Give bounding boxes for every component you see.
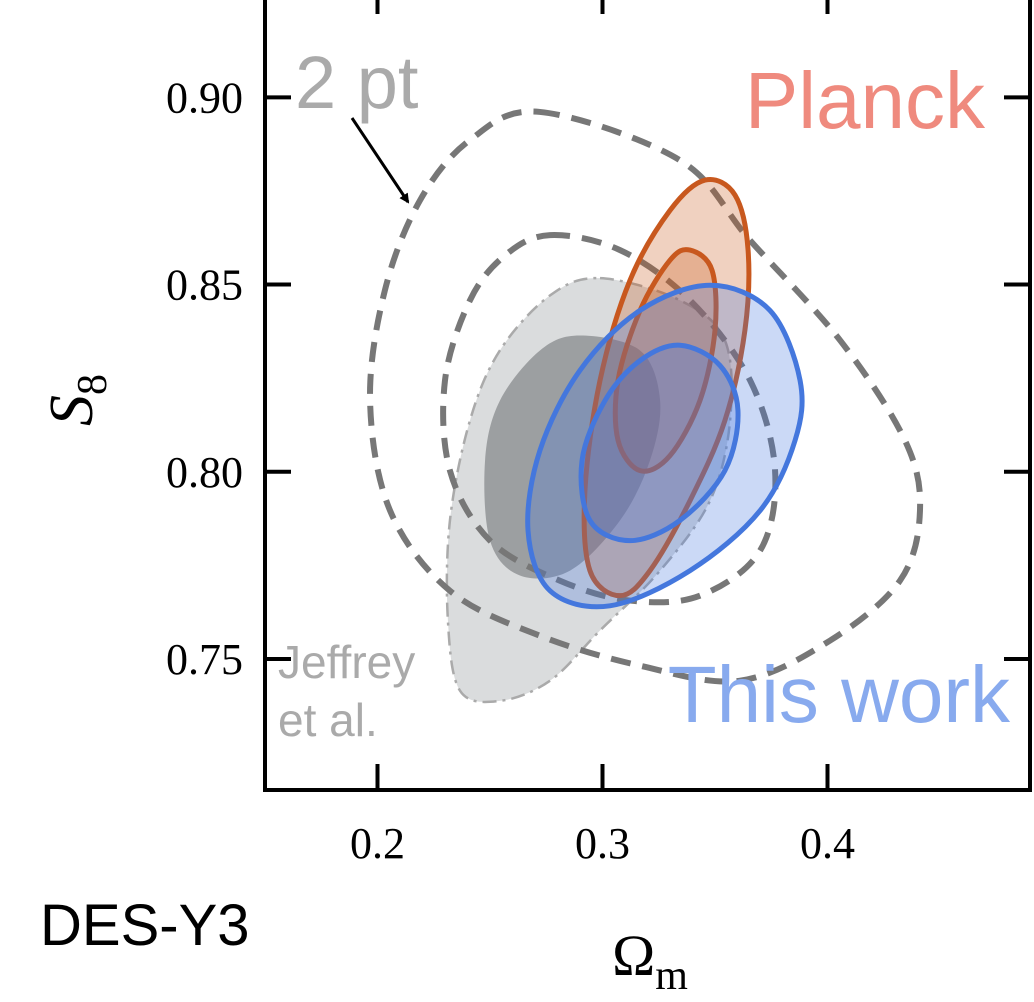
y-tick-label: 0.80 bbox=[166, 448, 243, 497]
axis-label-symbol: S bbox=[38, 395, 106, 426]
contour-layer bbox=[367, 108, 924, 704]
axis-label-subscript: m bbox=[655, 953, 688, 999]
y-tick-label: 0.75 bbox=[166, 635, 243, 684]
chart-title: DES-Y3 bbox=[40, 893, 250, 958]
axes-frame bbox=[263, 0, 1032, 792]
series-label: 2 pt bbox=[295, 41, 419, 124]
series-label: Planck bbox=[745, 56, 986, 145]
annotation-arrow bbox=[350, 117, 410, 204]
axis-label-symbol: Ω bbox=[612, 923, 655, 988]
series-labels: Jeffrey et al. 2 pt Planck This work bbox=[278, 41, 1011, 746]
series-label: This work bbox=[668, 650, 1011, 739]
contour bbox=[578, 342, 741, 544]
contour bbox=[367, 108, 924, 685]
x-tick-label: 0.3 bbox=[575, 819, 630, 868]
y-axis-label: S8 bbox=[38, 374, 116, 426]
x-tick-label: 0.4 bbox=[800, 819, 855, 868]
series-label: Jeffrey bbox=[278, 636, 415, 688]
x-tick-label: 0.2 bbox=[350, 819, 405, 868]
y-tick-label: 0.90 bbox=[166, 73, 243, 122]
contour bbox=[612, 247, 719, 474]
series-label: et al. bbox=[278, 694, 378, 746]
y-tick-label: 0.85 bbox=[166, 261, 243, 310]
axes: 0.75 0.80 0.85 0.90 0.2 0.3 0.4 bbox=[166, 0, 1032, 868]
axis-label-subscript: 8 bbox=[70, 374, 116, 395]
x-axis-label: Ωm bbox=[612, 923, 688, 999]
